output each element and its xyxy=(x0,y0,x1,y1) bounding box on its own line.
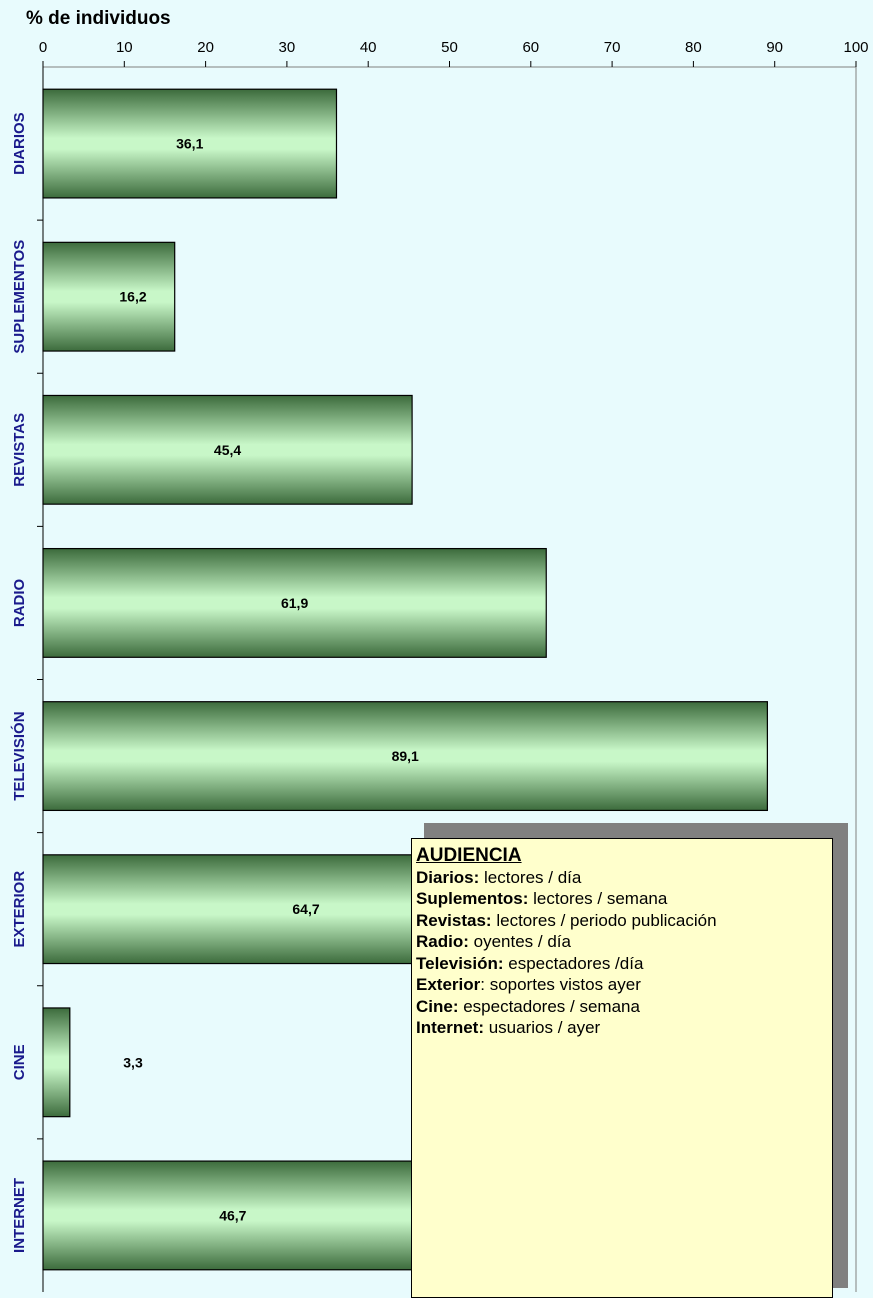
category-label: SUPLEMENTOS xyxy=(11,240,28,354)
legend-desc: lectores / semana xyxy=(528,889,668,908)
legend-term: Internet: xyxy=(416,1018,484,1037)
legend-term: Radio: xyxy=(416,932,469,951)
value-label: 61,9 xyxy=(281,595,308,611)
x-tick-label: 80 xyxy=(685,39,702,56)
legend-item: Revistas: lectores / periodo publicación xyxy=(416,910,832,932)
bar-suplementos xyxy=(42,241,176,352)
x-tick-label: 70 xyxy=(604,39,621,56)
legend-item: Televisión: espectadores /día xyxy=(416,953,832,975)
legend-desc: usuarios / ayer xyxy=(484,1018,601,1037)
legend-term: Cine: xyxy=(416,996,459,1016)
category-label: CINE xyxy=(11,1044,28,1080)
category-label: DIARIOS xyxy=(11,112,28,175)
x-axis-title: % de individuos xyxy=(26,8,171,29)
legend-item: Suplementos: lectores / semana xyxy=(416,888,832,910)
legend-desc: lectores / periodo publicación xyxy=(491,910,717,930)
x-tick-label: 0 xyxy=(39,39,47,56)
category-label: TELEVISIÓN xyxy=(10,711,28,800)
x-tick-label: 20 xyxy=(197,39,214,56)
x-tick-label: 60 xyxy=(522,39,539,56)
category-label: RADIO xyxy=(11,578,28,627)
x-tick-label: 90 xyxy=(766,39,783,56)
legend-desc: espectadores /día xyxy=(503,953,644,973)
bar-diarios xyxy=(42,88,338,199)
legend-term: Televisión: xyxy=(416,953,504,973)
legend-title: AUDIENCIA xyxy=(416,845,522,866)
legend-term: Revistas: xyxy=(416,910,492,930)
legend-term: Suplementos: xyxy=(416,889,529,908)
legend-item: Internet: usuarios / ayer xyxy=(416,1017,832,1039)
legend-desc: : soportes vistos ayer xyxy=(480,975,641,994)
x-tick-label: 10 xyxy=(116,39,133,56)
legend-term: Exterior xyxy=(416,975,481,994)
bar-revistas xyxy=(42,394,413,505)
legend-item: Cine: espectadores / semana xyxy=(416,996,832,1018)
value-label: 16,2 xyxy=(119,289,146,305)
category-label: INTERNET xyxy=(11,1178,28,1253)
bar-televisión xyxy=(42,701,768,812)
legend-item: Exterior: soportes vistos ayer xyxy=(416,974,832,996)
value-label: 89,1 xyxy=(392,748,419,764)
value-label: 64,7 xyxy=(292,901,319,917)
value-label: 3,3 xyxy=(123,1054,143,1070)
value-label: 36,1 xyxy=(176,136,203,152)
x-tick-label: 50 xyxy=(441,39,458,56)
legend-term: Diarios: xyxy=(416,867,480,887)
bar-radio xyxy=(42,547,547,658)
legend-item: Radio: oyentes / día xyxy=(416,931,832,953)
legend-desc: lectores / día xyxy=(479,867,582,887)
legend-desc: espectadores / semana xyxy=(458,996,640,1016)
value-label: 46,7 xyxy=(219,1207,246,1223)
legend-item: Diarios: lectores / día xyxy=(416,867,832,889)
x-tick-label: 100 xyxy=(843,39,868,56)
x-tick-label: 40 xyxy=(360,39,377,56)
bar-cine xyxy=(42,1007,71,1118)
category-label: EXTERIOR xyxy=(11,871,28,948)
legend-box: AUDIENCIA Diarios: lectores / día Supleme… xyxy=(411,838,833,1298)
value-label: 45,4 xyxy=(214,442,241,458)
legend-desc: oyentes / día xyxy=(468,932,571,951)
category-label: REVISTAS xyxy=(11,413,28,487)
bar-internet xyxy=(42,1160,424,1271)
x-tick-label: 30 xyxy=(279,39,296,56)
